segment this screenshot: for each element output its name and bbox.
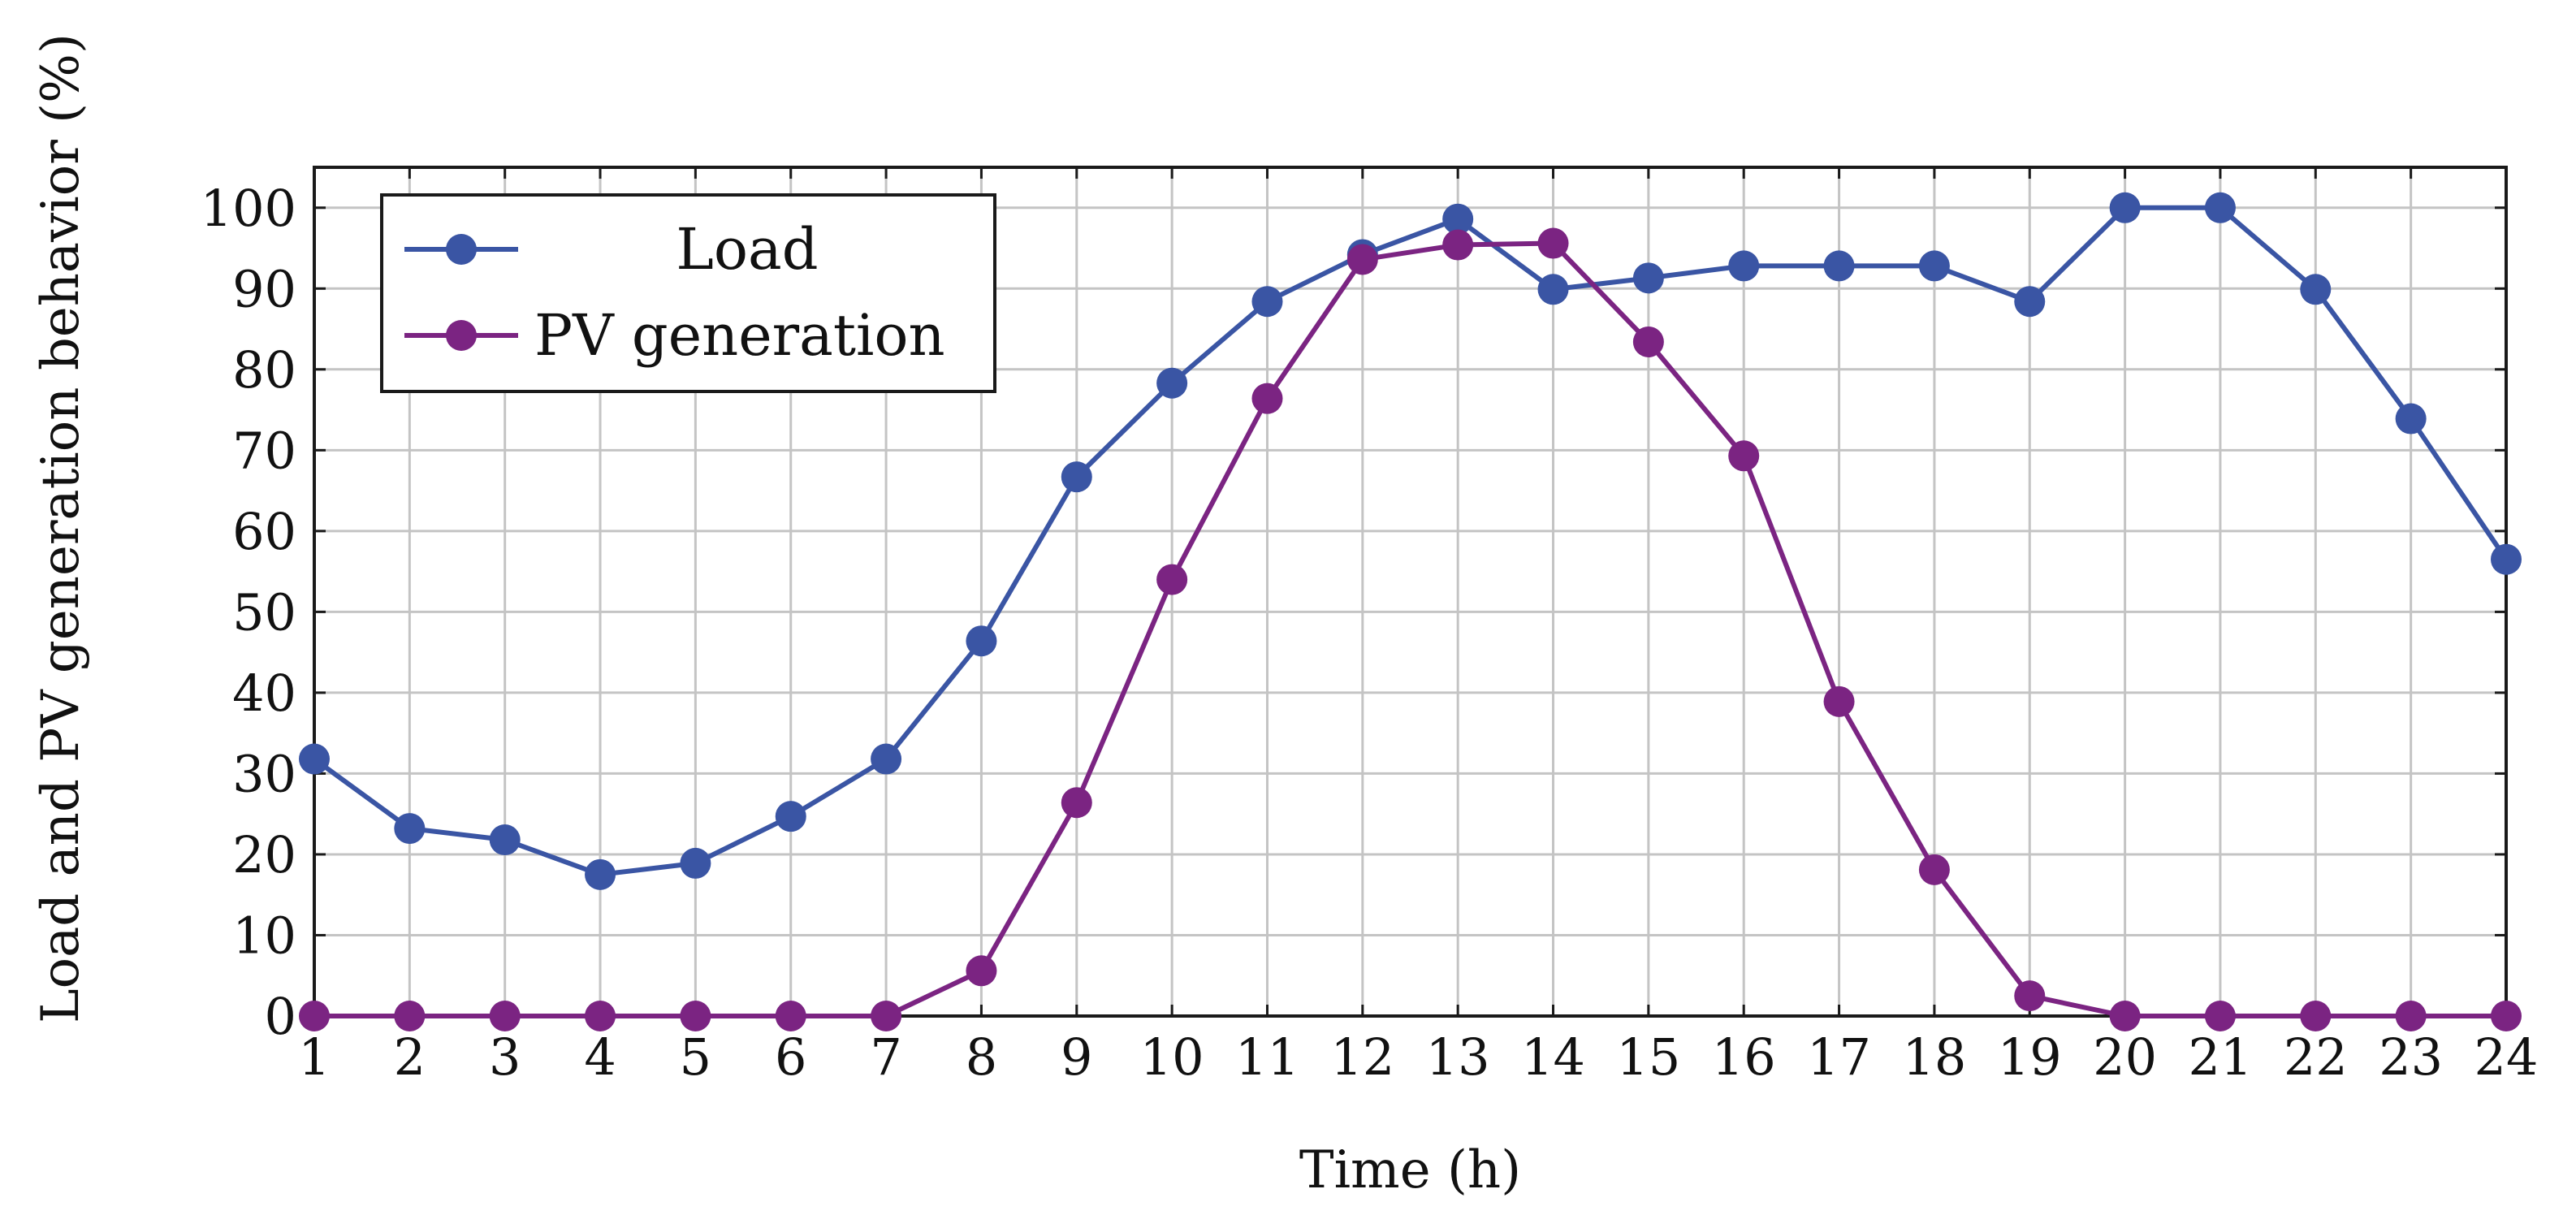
x-tick-label: 13 [1426, 1027, 1490, 1087]
x-tick-label: 3 [489, 1027, 521, 1087]
data-point-pv-generation [2491, 1001, 2522, 1031]
data-point-load [2300, 274, 2332, 305]
x-tick-label: 19 [1998, 1027, 2062, 1087]
x-tick-label: 5 [680, 1027, 711, 1087]
x-tick-label: 9 [1061, 1027, 1092, 1087]
x-tick-label: 21 [2189, 1027, 2253, 1087]
data-point-load [2014, 286, 2046, 318]
y-axis-label: Load and PV generation behavior (%) [31, 33, 91, 1023]
data-point-load [1251, 286, 1283, 318]
data-point-load [2491, 543, 2522, 575]
legend: Load PV generation [380, 193, 996, 393]
x-tick-label: 6 [775, 1027, 806, 1087]
x-tick-label: 23 [2379, 1027, 2443, 1087]
x-tick-label: 24 [2474, 1027, 2539, 1087]
data-point-pv-generation [394, 1001, 426, 1031]
data-point-load [489, 824, 521, 856]
y-tick-label: 60 [232, 502, 296, 561]
legend-label-pv-generation: PV generation [534, 302, 945, 369]
y-tick-label: 0 [265, 987, 296, 1046]
data-point-load [585, 858, 616, 890]
data-point-load [2109, 192, 2141, 223]
data-point-load [1156, 367, 1188, 399]
data-point-pv-generation [680, 1001, 711, 1031]
y-tick-label: 90 [232, 259, 296, 318]
x-tick-label: 20 [2093, 1027, 2157, 1087]
y-tick-label: 20 [232, 825, 296, 884]
data-point-pv-generation [1442, 229, 1474, 261]
data-point-pv-generation [775, 1001, 806, 1031]
legend-marker-load [446, 234, 477, 265]
data-point-pv-generation [966, 955, 997, 987]
data-point-load [1918, 250, 1950, 282]
data-point-pv-generation [1346, 244, 1378, 275]
y-tick-labels: 0 10 20 30 40 50 60 70 80 90 100 [201, 179, 296, 1046]
legend-label-load: Load [676, 216, 818, 283]
data-point-pv-generation [871, 1001, 902, 1031]
x-tick-label: 17 [1807, 1027, 1871, 1087]
x-tick-label: 11 [1235, 1027, 1299, 1087]
y-tick-label: 30 [232, 744, 296, 803]
x-tick-label: 1 [298, 1027, 330, 1087]
x-tick-label: 4 [584, 1027, 616, 1087]
data-point-load [2204, 192, 2236, 223]
data-point-load [1632, 262, 1664, 294]
data-point-load [2395, 403, 2427, 435]
x-tick-label: 10 [1140, 1027, 1204, 1087]
x-tick-label: 15 [1616, 1027, 1680, 1087]
data-point-pv-generation [1823, 685, 1855, 717]
x-tick-label: 18 [1902, 1027, 1966, 1087]
data-point-pv-generation [2014, 980, 2046, 1012]
data-point-load [871, 743, 902, 775]
data-point-pv-generation [585, 1001, 616, 1031]
data-point-pv-generation [1061, 787, 1092, 819]
data-point-load [775, 801, 806, 832]
data-point-load [1728, 250, 1760, 282]
series-layer [299, 192, 2522, 1031]
x-tick-label: 12 [1330, 1027, 1394, 1087]
x-tick-labels: 1 2 3 4 5 6 7 8 9 10 11 12 13 14 15 16 17 18 19 20 21 22 23 24 [298, 1027, 2538, 1087]
x-tick-label: 22 [2284, 1027, 2348, 1087]
data-point-pv-generation [1728, 440, 1760, 472]
data-point-pv-generation [2300, 1001, 2332, 1031]
y-tick-label: 50 [232, 582, 296, 642]
data-point-pv-generation [489, 1001, 521, 1031]
x-axis-label: Time (h) [1299, 1140, 1521, 1200]
data-point-pv-generation [1918, 854, 1950, 885]
data-point-load [966, 625, 997, 657]
y-tick-label: 10 [232, 906, 296, 965]
y-tick-label: 40 [232, 664, 296, 723]
x-tick-label: 14 [1521, 1027, 1585, 1087]
data-point-pv-generation [1156, 564, 1188, 595]
data-point-pv-generation [2395, 1001, 2427, 1031]
data-point-load [1442, 203, 1474, 235]
data-point-load [1823, 250, 1855, 282]
plot-frame [313, 166, 2508, 1018]
series-line-load [313, 205, 2509, 877]
x-tick-label: 8 [966, 1027, 997, 1087]
data-point-pv-generation [2204, 1001, 2236, 1031]
x-tick-label: 7 [870, 1027, 901, 1087]
series-line-pv-generation [314, 240, 2506, 1018]
data-point-load [680, 847, 711, 879]
data-point-load [299, 743, 330, 775]
data-point-pv-generation [1251, 383, 1283, 414]
y-tick-label: 80 [232, 340, 296, 400]
data-point-pv-generation [1537, 227, 1569, 259]
data-point-load [394, 813, 426, 845]
data-point-pv-generation [299, 1001, 330, 1031]
legend-box [380, 193, 996, 393]
data-point-pv-generation [2109, 1001, 2141, 1031]
data-point-load [1537, 274, 1569, 305]
data-point-load [1061, 461, 1092, 493]
legend-marker-pv-generation [446, 320, 477, 351]
data-point-pv-generation [1632, 326, 1664, 357]
y-tick-label: 100 [201, 179, 296, 238]
x-tick-label: 16 [1712, 1027, 1776, 1087]
y-tick-label: 70 [232, 421, 296, 480]
x-tick-label: 2 [394, 1027, 426, 1087]
